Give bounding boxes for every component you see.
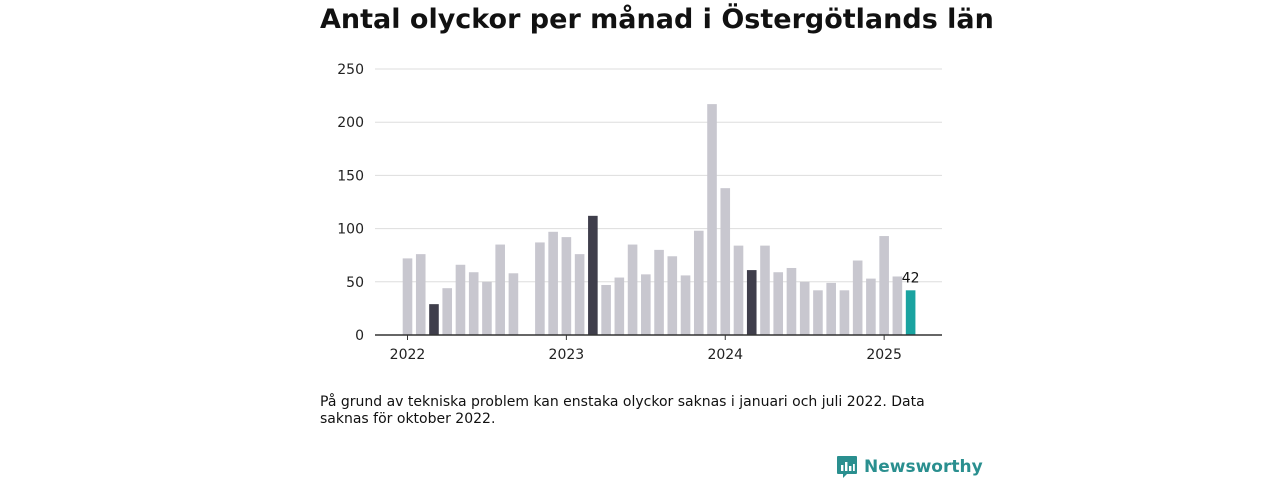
- bar: [892, 276, 903, 335]
- bar: [614, 277, 625, 335]
- gridlines: [375, 68, 942, 283]
- bar: [760, 245, 770, 335]
- y-tick-label: 250: [337, 62, 364, 78]
- bar: [508, 273, 519, 335]
- x-axis: 2022 2023 2024 2025: [375, 334, 942, 363]
- bar: [813, 290, 823, 335]
- x-tick-label: 2022: [390, 347, 426, 363]
- bar: [852, 260, 863, 335]
- bar: [402, 258, 413, 335]
- brand-name: Newsworthy: [864, 457, 983, 477]
- bar: [588, 215, 598, 335]
- bars: [402, 104, 916, 335]
- y-tick-label: 50: [346, 275, 364, 291]
- bar: [627, 244, 638, 335]
- bar: [905, 290, 916, 335]
- bar: [442, 288, 453, 335]
- brand-logo: Newsworthy: [836, 455, 983, 479]
- bar: [773, 272, 784, 335]
- bar: [495, 244, 505, 335]
- bar: [746, 270, 757, 335]
- bar: [429, 304, 439, 335]
- y-tick-label: 200: [337, 115, 364, 131]
- bar: [786, 267, 797, 335]
- x-tick-label: 2025: [866, 347, 902, 363]
- bar: [468, 272, 479, 335]
- bar: [733, 245, 744, 335]
- bar: [866, 278, 876, 335]
- newsworthy-logo-icon: [837, 456, 857, 478]
- bar: [707, 104, 717, 335]
- x-tick-label: 2024: [707, 347, 743, 363]
- bar: [601, 284, 611, 335]
- bar: [839, 290, 850, 335]
- bar: [879, 236, 889, 335]
- bar: [693, 230, 704, 335]
- bar: [415, 254, 426, 335]
- chart-title: Antal olyckor per månad i Östergötlands …: [320, 4, 994, 35]
- y-axis: 0 50 100 150 200 250: [337, 62, 364, 344]
- bar: [574, 254, 585, 335]
- x-tick-label: 2023: [549, 347, 585, 363]
- bar: [826, 282, 836, 335]
- data-labels: 42: [902, 270, 920, 286]
- bar: [654, 249, 664, 335]
- bar: [561, 237, 572, 335]
- y-tick-label: 0: [355, 328, 364, 344]
- bar: [667, 256, 678, 335]
- bar: [548, 231, 558, 335]
- bar: [680, 275, 691, 335]
- bar: [720, 188, 731, 335]
- bar: [641, 274, 651, 335]
- data-label: 42: [902, 270, 920, 286]
- y-tick-label: 150: [337, 168, 364, 184]
- y-tick-label: 100: [337, 222, 364, 238]
- bar-chart: 0 50 100 150 200 250 2022 2023 2024 2025 42: [337, 62, 942, 363]
- bar: [535, 242, 545, 335]
- bar: [482, 281, 492, 335]
- bar: [799, 281, 810, 335]
- bar: [455, 264, 466, 335]
- footnote: På grund av tekniska problem kan enstaka…: [320, 394, 925, 427]
